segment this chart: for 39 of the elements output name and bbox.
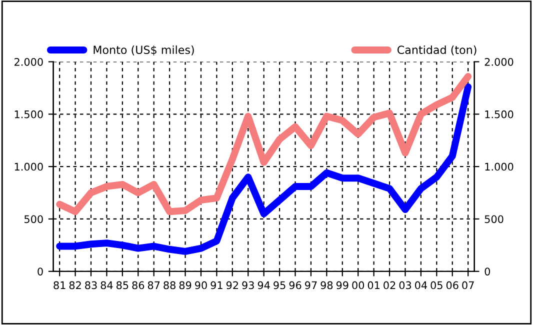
y2-tick-label: 0 bbox=[484, 268, 490, 276]
x-tick-label: 94 bbox=[258, 281, 270, 290]
x-tick-label: 87 bbox=[148, 281, 160, 290]
x-tick-label: 90 bbox=[195, 281, 207, 290]
x-tick-label: 95 bbox=[274, 281, 286, 290]
x-tick-label: 92 bbox=[226, 281, 238, 290]
y2-tick-label: 1.000 bbox=[485, 162, 514, 171]
y2-tick-label: 500 bbox=[484, 215, 504, 224]
x-tick-label: 89 bbox=[179, 281, 192, 290]
x-tick-label: 93 bbox=[242, 281, 254, 290]
x-tick-label: 96 bbox=[289, 281, 302, 290]
y-tick-label: 500 bbox=[24, 215, 43, 224]
x-tick-label: 83 bbox=[85, 281, 97, 290]
y2-tick-label: 2.000 bbox=[484, 58, 514, 66]
x-tick-label: 97 bbox=[305, 281, 317, 290]
legend-label: Monto (US$ miles) bbox=[94, 45, 194, 56]
x-tick-label: 05 bbox=[430, 281, 442, 290]
x-tick-label: 86 bbox=[132, 281, 144, 290]
x-tick-label: 98 bbox=[320, 281, 333, 290]
x-tick-label: 81 bbox=[54, 281, 66, 290]
y-tick-label: 0 bbox=[38, 268, 43, 276]
x-tick-label: 82 bbox=[69, 281, 81, 290]
x-tick-label: 02 bbox=[384, 281, 396, 290]
x-tick-label: 06 bbox=[446, 281, 458, 290]
x-tick-label: 84 bbox=[100, 281, 113, 290]
x-tick-label: 01 bbox=[368, 281, 380, 290]
legend-label: Cantidad (ton) bbox=[397, 45, 476, 56]
x-tick-label: 03 bbox=[399, 281, 412, 290]
x-tick-label: 91 bbox=[210, 281, 222, 290]
y-tick-label: 1.000 bbox=[14, 162, 43, 171]
x-tick-label: 04 bbox=[415, 281, 427, 290]
y-tick-label: 1.500 bbox=[14, 110, 43, 118]
x-tick-label: 99 bbox=[336, 281, 348, 290]
y2-tick-label: 1.500 bbox=[485, 110, 514, 118]
x-tick-label: 85 bbox=[116, 281, 128, 290]
x-tick-label: 07 bbox=[462, 281, 474, 290]
x-tick-label: 00 bbox=[352, 281, 364, 290]
y-tick-label: 2.000 bbox=[14, 58, 43, 66]
x-tick-label: 88 bbox=[164, 281, 176, 290]
